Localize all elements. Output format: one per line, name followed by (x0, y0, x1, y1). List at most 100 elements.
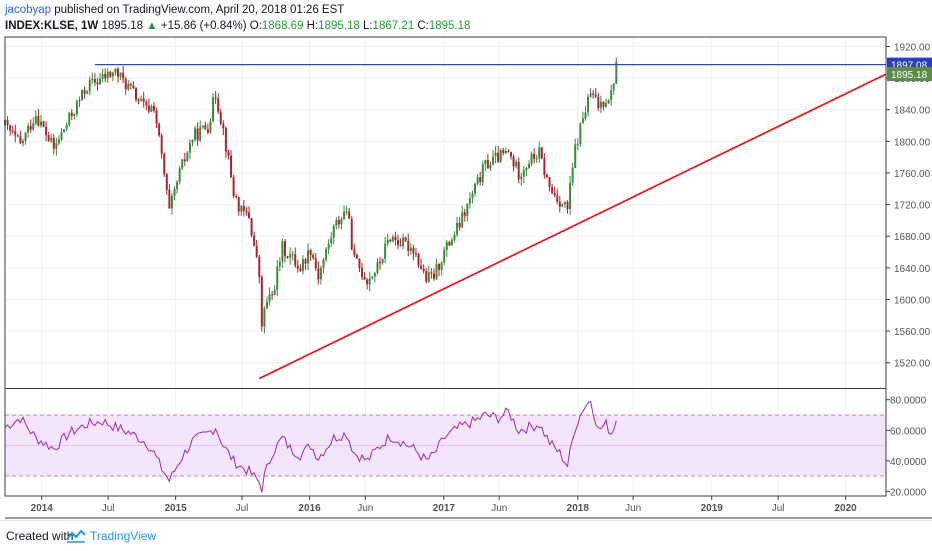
candle-body (37, 115, 40, 126)
price-tick-label: 1600.00 (894, 295, 931, 306)
candle-body (253, 235, 256, 246)
candle-body (581, 118, 584, 124)
candle-body (481, 164, 484, 183)
rsi-series (4, 400, 617, 493)
candle-body (106, 71, 109, 79)
candle-body (533, 153, 536, 159)
candle-body (576, 144, 579, 146)
tradingview-brand[interactable]: TradingView (90, 529, 157, 543)
candle-body (78, 99, 81, 102)
candle-body (386, 239, 389, 244)
pane-frame (4, 36, 932, 519)
candle-body (337, 220, 340, 225)
candle-body (178, 168, 181, 182)
candle-body (183, 159, 186, 162)
close-value: 1895.18 (428, 20, 471, 32)
candle-body (24, 132, 27, 141)
candle-body (458, 222, 461, 228)
candle-body (281, 241, 284, 262)
candle-body (212, 97, 215, 122)
candle-body (399, 245, 402, 247)
time-tick-label: Jul (102, 503, 115, 514)
candle-body (319, 267, 322, 280)
candle-body (27, 125, 30, 133)
candle-body (417, 253, 420, 266)
candle-body (371, 276, 374, 279)
price-tick-label: 1560.00 (894, 327, 931, 338)
open-value: 1868.69 (261, 20, 304, 32)
candle-body (258, 256, 261, 277)
time-axis[interactable]: 2014 Jul 2015 Jul 2016 Jun 2017 Jun 2018 Jun 2019 J… (31, 496, 858, 514)
candle-body (50, 137, 53, 141)
rsi-tick-label: 60.0000 (890, 426, 927, 437)
publish-line: jacobyap published on TradingView.com, A… (5, 2, 344, 18)
candle-body (73, 114, 76, 116)
candle-body (235, 195, 238, 197)
candle-body (199, 127, 202, 141)
candle-body (278, 261, 281, 267)
candle-body (335, 220, 338, 226)
candle-body (325, 248, 328, 260)
candle-body (127, 84, 130, 90)
candle-body (294, 254, 297, 266)
chart-header: jacobyap published on TradingView.com, A… (0, 0, 932, 36)
time-tick-label: Jun (625, 503, 641, 514)
candle-body (612, 83, 615, 91)
candle-body (525, 167, 528, 171)
candle-body (345, 211, 348, 213)
candle-body (515, 161, 518, 167)
candle-body (111, 72, 114, 77)
last-price-label: 1895.18 (891, 70, 928, 81)
candle-body (160, 135, 163, 154)
candle-body (152, 105, 155, 111)
candle-body (194, 128, 197, 140)
candle-body (21, 140, 24, 144)
time-tick-label: Jun (357, 503, 373, 514)
candle-body (332, 225, 335, 238)
candle-body (579, 123, 582, 145)
candle-body (222, 123, 225, 129)
candle-body (607, 99, 610, 104)
rsi-axis[interactable]: 20.0000 40.0000 60.0000 80.0000 (886, 396, 927, 499)
candle-body (373, 273, 376, 277)
candle-body (86, 91, 89, 94)
rsi-tick-label: 40.0000 (890, 457, 927, 468)
drawing-overlays[interactable] (94, 63, 887, 380)
candle-body (522, 170, 525, 177)
candle-body (407, 240, 410, 252)
candle-body (176, 181, 179, 190)
candle-body (468, 198, 471, 204)
candle-body (19, 136, 22, 144)
tradingview-logo-icon[interactable] (66, 529, 86, 548)
candle-body (276, 266, 279, 290)
candle-body (409, 247, 412, 252)
candle-body (466, 203, 469, 216)
last-price-label-bg (887, 67, 932, 82)
candle-body (474, 183, 477, 194)
close-label: C: (417, 20, 429, 32)
time-tick-label: Jul (236, 503, 249, 514)
candle-body (42, 121, 45, 127)
symbol-name[interactable]: INDEX:KLSE, 1W (5, 20, 99, 32)
chart-canvas[interactable]: 1520.00 1560.00 1600.00 1640.00 1680.00 1720.… (0, 0, 932, 520)
price-axis[interactable]: 1520.00 1560.00 1600.00 1640.00 1680.00 1720.… (886, 42, 931, 370)
candle-body (75, 101, 78, 115)
candle-body (456, 222, 459, 235)
author-link[interactable]: jacobyap (5, 4, 52, 16)
candle-body (255, 245, 258, 257)
candle-body (592, 93, 595, 95)
candle-body (173, 189, 176, 196)
candle-body (376, 262, 379, 274)
candle-body (47, 135, 50, 141)
candle-body (91, 78, 94, 80)
chart-border (4, 36, 887, 497)
support-trendline[interactable] (258, 73, 887, 380)
candle-body (340, 218, 343, 225)
candle-body (34, 115, 37, 124)
footer: Created with TradingView (0, 520, 932, 551)
candle-body (317, 268, 320, 280)
candle-body (119, 72, 122, 77)
candle-body (610, 90, 613, 100)
time-tick-label: 2014 (31, 503, 54, 514)
candle-body (260, 276, 263, 327)
